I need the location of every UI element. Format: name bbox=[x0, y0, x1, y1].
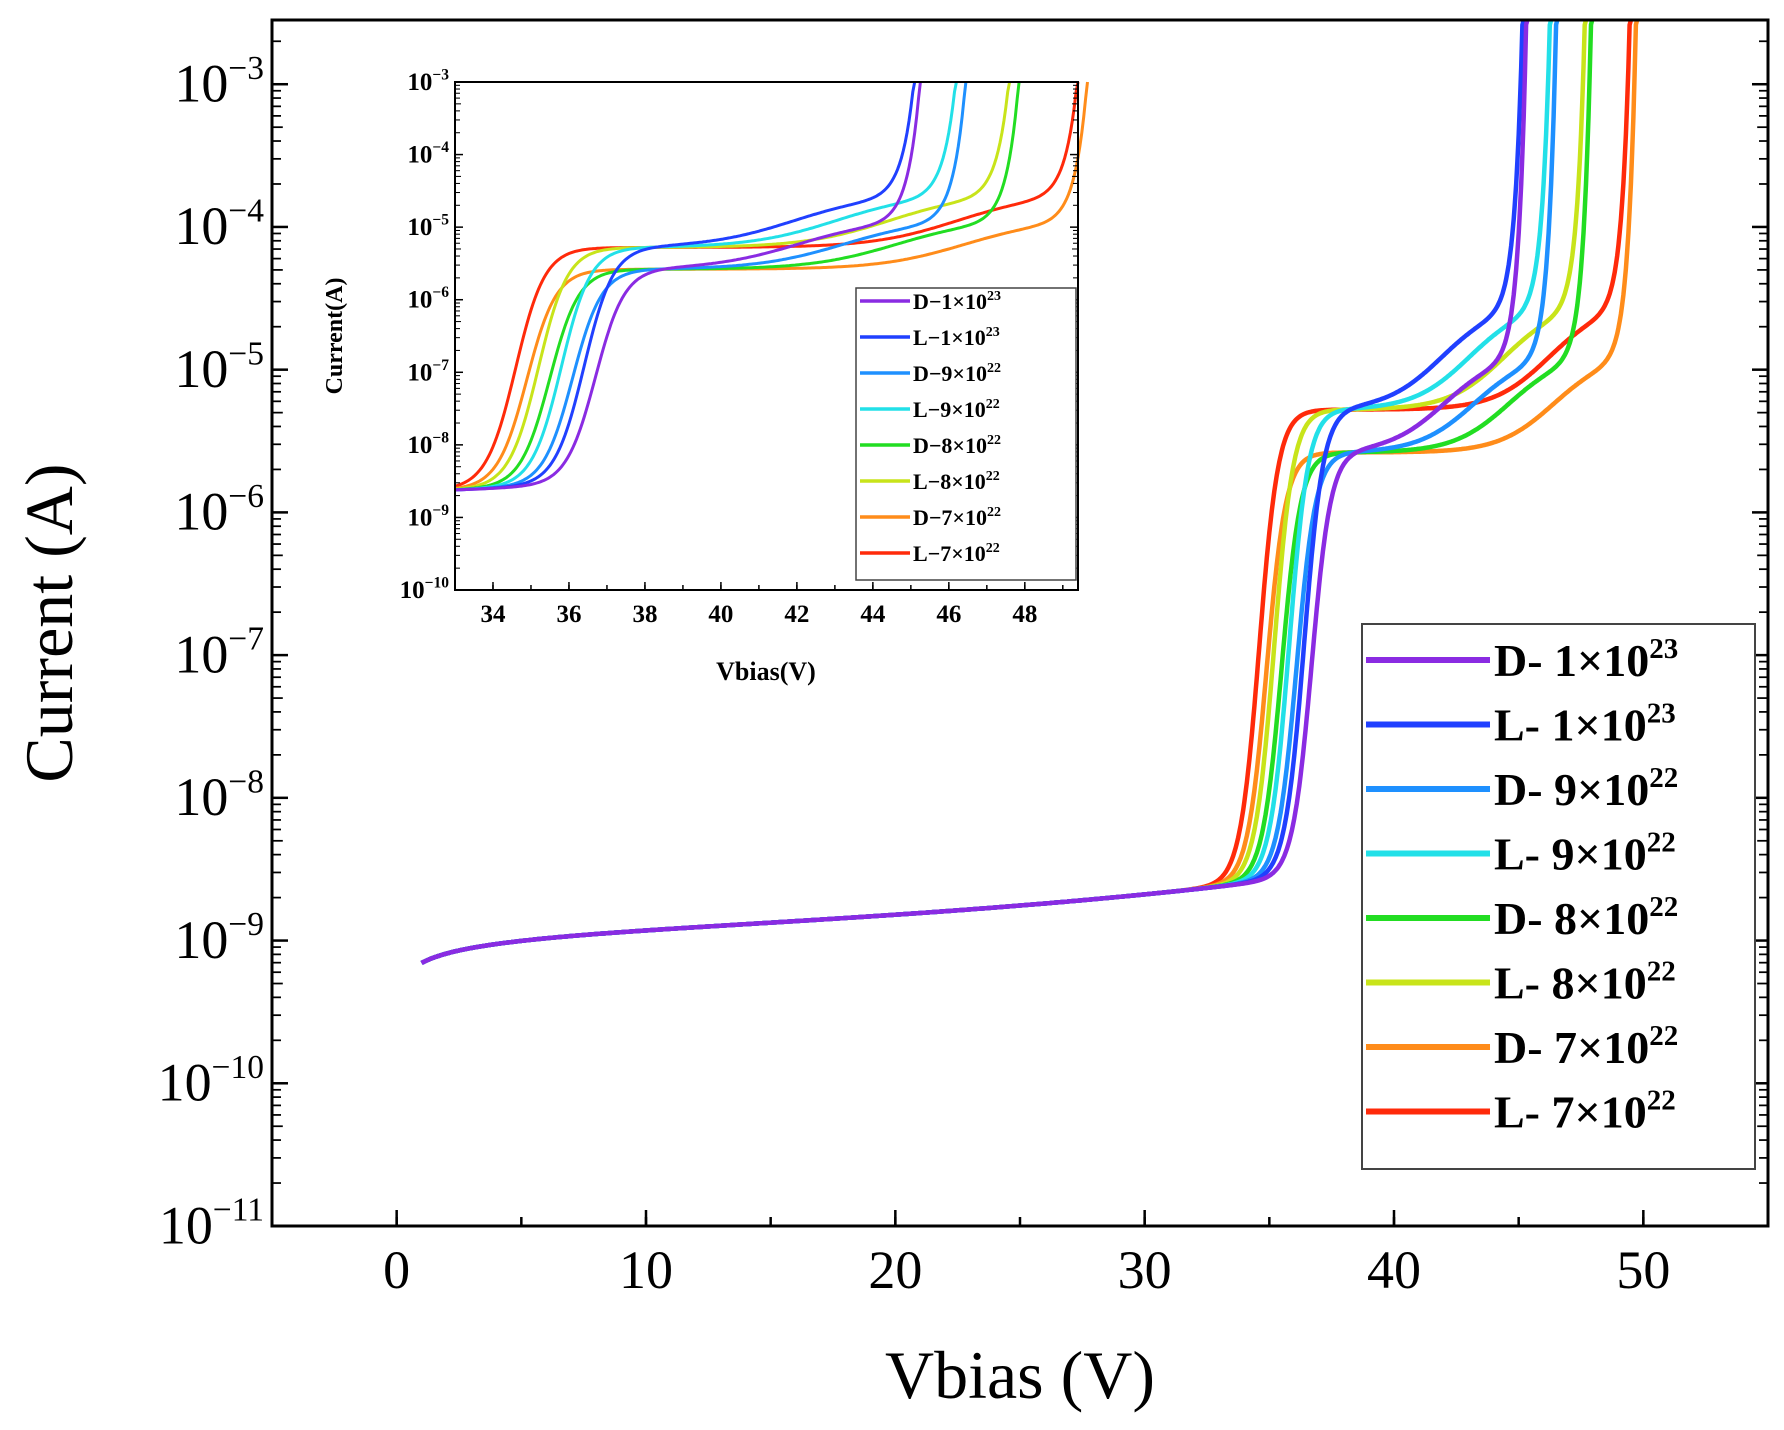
series-line-5 bbox=[454, 81, 958, 492]
series-line-7 bbox=[455, 81, 917, 492]
series-line-8 bbox=[454, 81, 922, 492]
series-line-3 bbox=[454, 81, 1012, 491]
y-tick-label: 10−4 bbox=[174, 193, 264, 257]
main-legend: D- 1×1023 L- 1×1023 D- 9×1022 L- 9×1022 D- 8… bbox=[1361, 623, 1756, 1170]
legend-label-1: D- 1×1023 bbox=[1494, 633, 1678, 686]
inset-series-group bbox=[454, 81, 1089, 492]
inset-legend-label-8: L−7×1022 bbox=[913, 541, 1000, 566]
inset-y-ticks: 10−10 10−9 10−8 10−7 10−6 10−5 10−4 10−3 bbox=[400, 67, 1078, 605]
y-tick-label: 10−10 bbox=[400, 575, 450, 605]
y-tick-label: 10−7 bbox=[407, 357, 449, 387]
inset-legend-label-6: L−8×1022 bbox=[913, 469, 1000, 494]
series-line-1 bbox=[454, 81, 1080, 488]
inset-legend-label-3: D−9×1022 bbox=[913, 361, 1001, 386]
x-tick-label: 30 bbox=[1118, 1240, 1172, 1300]
main-y-ticks: 10−11 10−10 10−9 10−8 10−7 10−6 10−5 10−4 10−3 bbox=[158, 40, 1768, 1256]
y-tick-label: 10−5 bbox=[407, 212, 449, 242]
x-tick-label: 46 bbox=[936, 601, 961, 628]
x-tick-label: 20 bbox=[868, 1240, 922, 1300]
y-tick-label: 10−4 bbox=[407, 139, 449, 169]
legend-label-4: L- 9×1022 bbox=[1494, 827, 1676, 880]
y-tick-label: 10−11 bbox=[159, 1192, 264, 1256]
inset-legend: D−1×1023 L−1×1023 D−9×1022 L−9×1022 D−8×1022… bbox=[855, 287, 1077, 581]
series-line-6 bbox=[454, 81, 968, 492]
legend-label-5: D- 8×1022 bbox=[1494, 891, 1678, 944]
x-tick-label: 38 bbox=[632, 601, 657, 628]
x-tick-label: 36 bbox=[556, 601, 581, 628]
main-x-axis-label: Vbias (V) bbox=[885, 1337, 1155, 1413]
inset-plot: 34 36 38 40 42 44 46 48 10−1010−910−810−710−610… bbox=[322, 67, 1089, 686]
inset-x-ticks: 34 36 38 40 42 44 46 48 bbox=[454, 582, 1064, 628]
y-tick-label: 10−9 bbox=[174, 906, 264, 970]
inset-plot-frame bbox=[454, 81, 1079, 591]
main-legend-box bbox=[1361, 623, 1756, 1170]
inset-legend-label-7: D−7×1022 bbox=[913, 505, 1001, 530]
y-tick-label: 10−6 bbox=[407, 284, 449, 314]
main-series-group bbox=[420, 19, 1640, 965]
x-tick-label: 44 bbox=[860, 601, 886, 628]
x-tick-label: 40 bbox=[1367, 1240, 1421, 1300]
x-tick-label: 10 bbox=[619, 1240, 673, 1300]
y-tick-label: 10−6 bbox=[174, 478, 264, 542]
main-x-ticks: 0 10 20 30 40 50 bbox=[270, 1210, 1770, 1300]
y-tick-label: 10−8 bbox=[407, 429, 449, 459]
y-tick-label: 10−10 bbox=[158, 1049, 264, 1113]
y-tick-label: 10−5 bbox=[174, 335, 264, 399]
y-tick-label: 10−3 bbox=[174, 50, 264, 114]
y-tick-label: 10−3 bbox=[407, 67, 449, 97]
x-tick-label: 40 bbox=[708, 601, 733, 628]
x-tick-label: 48 bbox=[1012, 601, 1037, 628]
legend-label-3: D- 9×1022 bbox=[1494, 762, 1678, 815]
series-line-4 bbox=[454, 81, 1021, 492]
inset-legend-label-2: L−1×1023 bbox=[913, 325, 1000, 350]
inset-x-axis-label: Vbias(V) bbox=[716, 657, 816, 686]
y-tick-label: 10−9 bbox=[407, 502, 449, 532]
y-tick-label: 10−7 bbox=[174, 621, 264, 685]
legend-label-2: L- 1×1023 bbox=[1494, 698, 1676, 751]
series-line-8 bbox=[420, 19, 1530, 965]
x-tick-label: 34 bbox=[480, 601, 506, 628]
inset-legend-label-1: D−1×1023 bbox=[913, 289, 1001, 314]
legend-label-6: L- 8×1022 bbox=[1494, 956, 1676, 1009]
x-tick-label: 50 bbox=[1616, 1240, 1670, 1300]
main-y-axis-label: Current (A) bbox=[11, 463, 87, 782]
legend-label-8: L- 7×1022 bbox=[1494, 1085, 1676, 1138]
x-tick-label: 42 bbox=[784, 601, 809, 628]
legend-label-7: D- 7×1022 bbox=[1494, 1020, 1678, 1073]
main-plot: 0 10 20 30 40 50 10−1110−1010−910−810−710−610… bbox=[11, 18, 1770, 1413]
x-tick-label: 0 bbox=[383, 1240, 410, 1300]
inset-y-axis-label: Current(A) bbox=[322, 278, 348, 395]
y-tick-label: 10−8 bbox=[174, 763, 264, 827]
inset-legend-label-4: L−9×1022 bbox=[913, 397, 1000, 422]
inset-legend-label-5: D−8×1022 bbox=[913, 433, 1001, 458]
